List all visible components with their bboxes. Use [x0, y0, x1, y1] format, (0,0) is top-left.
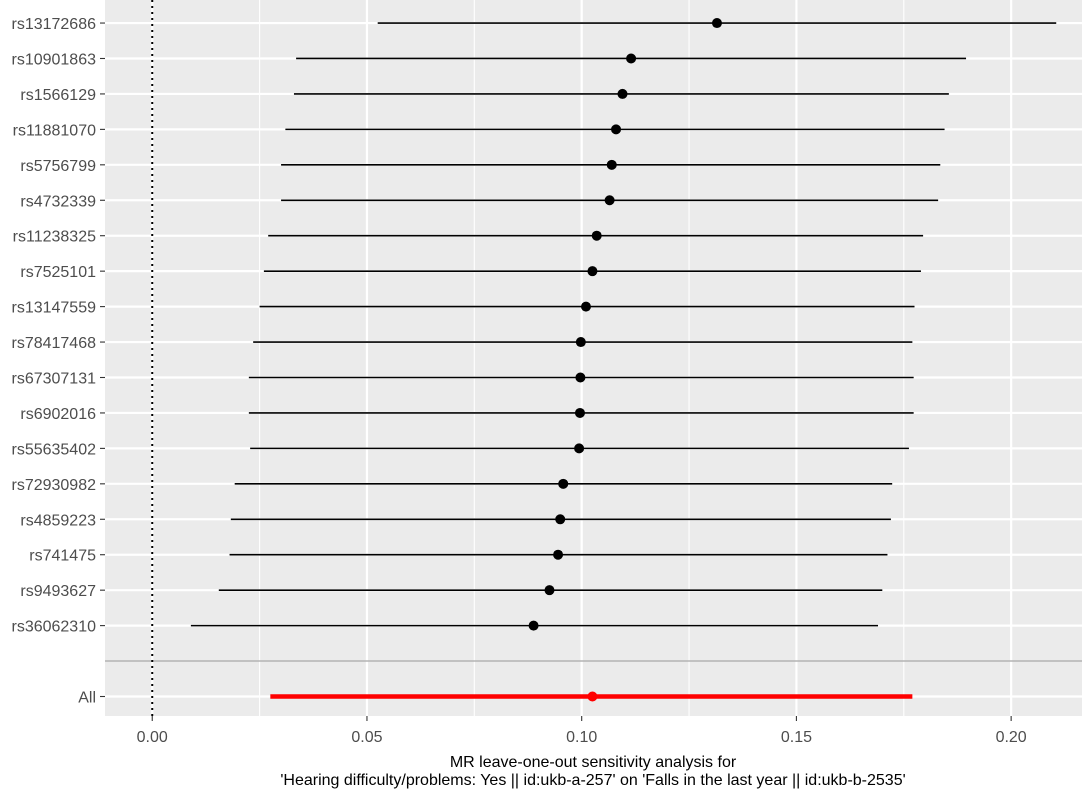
estimate-point: [711, 18, 722, 29]
y-tick-label: rs55635402: [11, 441, 96, 458]
x-tick-label: 0.00: [137, 729, 168, 746]
y-tick-label-overall: All: [78, 690, 96, 707]
estimate-point: [558, 478, 569, 489]
x-tick-label: 0.15: [781, 729, 812, 746]
estimate-point: [591, 230, 602, 241]
estimate-point: [580, 301, 591, 312]
x-tick-label: 0.20: [996, 729, 1027, 746]
y-tick-label: rs9493627: [20, 583, 96, 600]
y-tick-label: rs11238325: [13, 229, 96, 246]
estimate-point: [617, 88, 628, 99]
estimate-point: [528, 620, 539, 631]
estimate-point: [604, 195, 615, 206]
y-tick-label: rs4859223: [20, 512, 96, 529]
x-tick-label: 0.10: [566, 729, 597, 746]
estimate-point: [555, 514, 566, 525]
y-tick-label: rs741475: [29, 548, 96, 565]
estimate-point: [626, 53, 637, 64]
estimate-point: [587, 266, 598, 277]
estimate-point: [606, 159, 617, 170]
y-tick-label: rs13172686: [11, 16, 96, 33]
x-tick-label: 0.05: [351, 729, 382, 746]
y-tick-label: rs13147559: [11, 300, 96, 317]
y-tick-label: rs10901863: [11, 51, 96, 68]
estimate-point: [574, 443, 585, 454]
y-tick-label: rs11881070: [13, 122, 96, 139]
estimate-point: [611, 124, 622, 135]
x-axis-title-line2: 'Hearing difficulty/problems: Yes || id:…: [280, 772, 905, 789]
x-axis-title-line1: MR leave-one-out sensitivity analysis fo…: [450, 754, 737, 771]
x-axis: 0.00 0.05 0.10 0.15 0.20: [137, 716, 1027, 746]
y-tick-label: rs1566129: [20, 87, 96, 104]
estimate-point: [575, 372, 586, 383]
estimate-point: [544, 585, 555, 596]
y-tick-label: rs78417468: [11, 335, 96, 352]
estimate-point: [575, 337, 586, 348]
plot-panel: [105, 0, 1082, 716]
y-tick-label: rs5756799: [20, 158, 96, 175]
y-tick-label: rs36062310: [11, 619, 96, 636]
data-marks: [105, 0, 1082, 716]
y-tick-label: rs72930982: [11, 477, 96, 494]
y-tick-label: rs4732339: [20, 193, 96, 210]
y-tick-label: rs67307131: [11, 370, 96, 387]
y-tick-label: rs6902016: [20, 406, 96, 423]
estimate-point: [574, 407, 585, 418]
overall-estimate-point: [587, 691, 598, 702]
y-tick-label: rs7525101: [20, 264, 96, 281]
estimate-point: [553, 549, 564, 560]
y-axis: rs13172686 rs10901863 rs1566129 rs11881070 r…: [11, 16, 105, 707]
